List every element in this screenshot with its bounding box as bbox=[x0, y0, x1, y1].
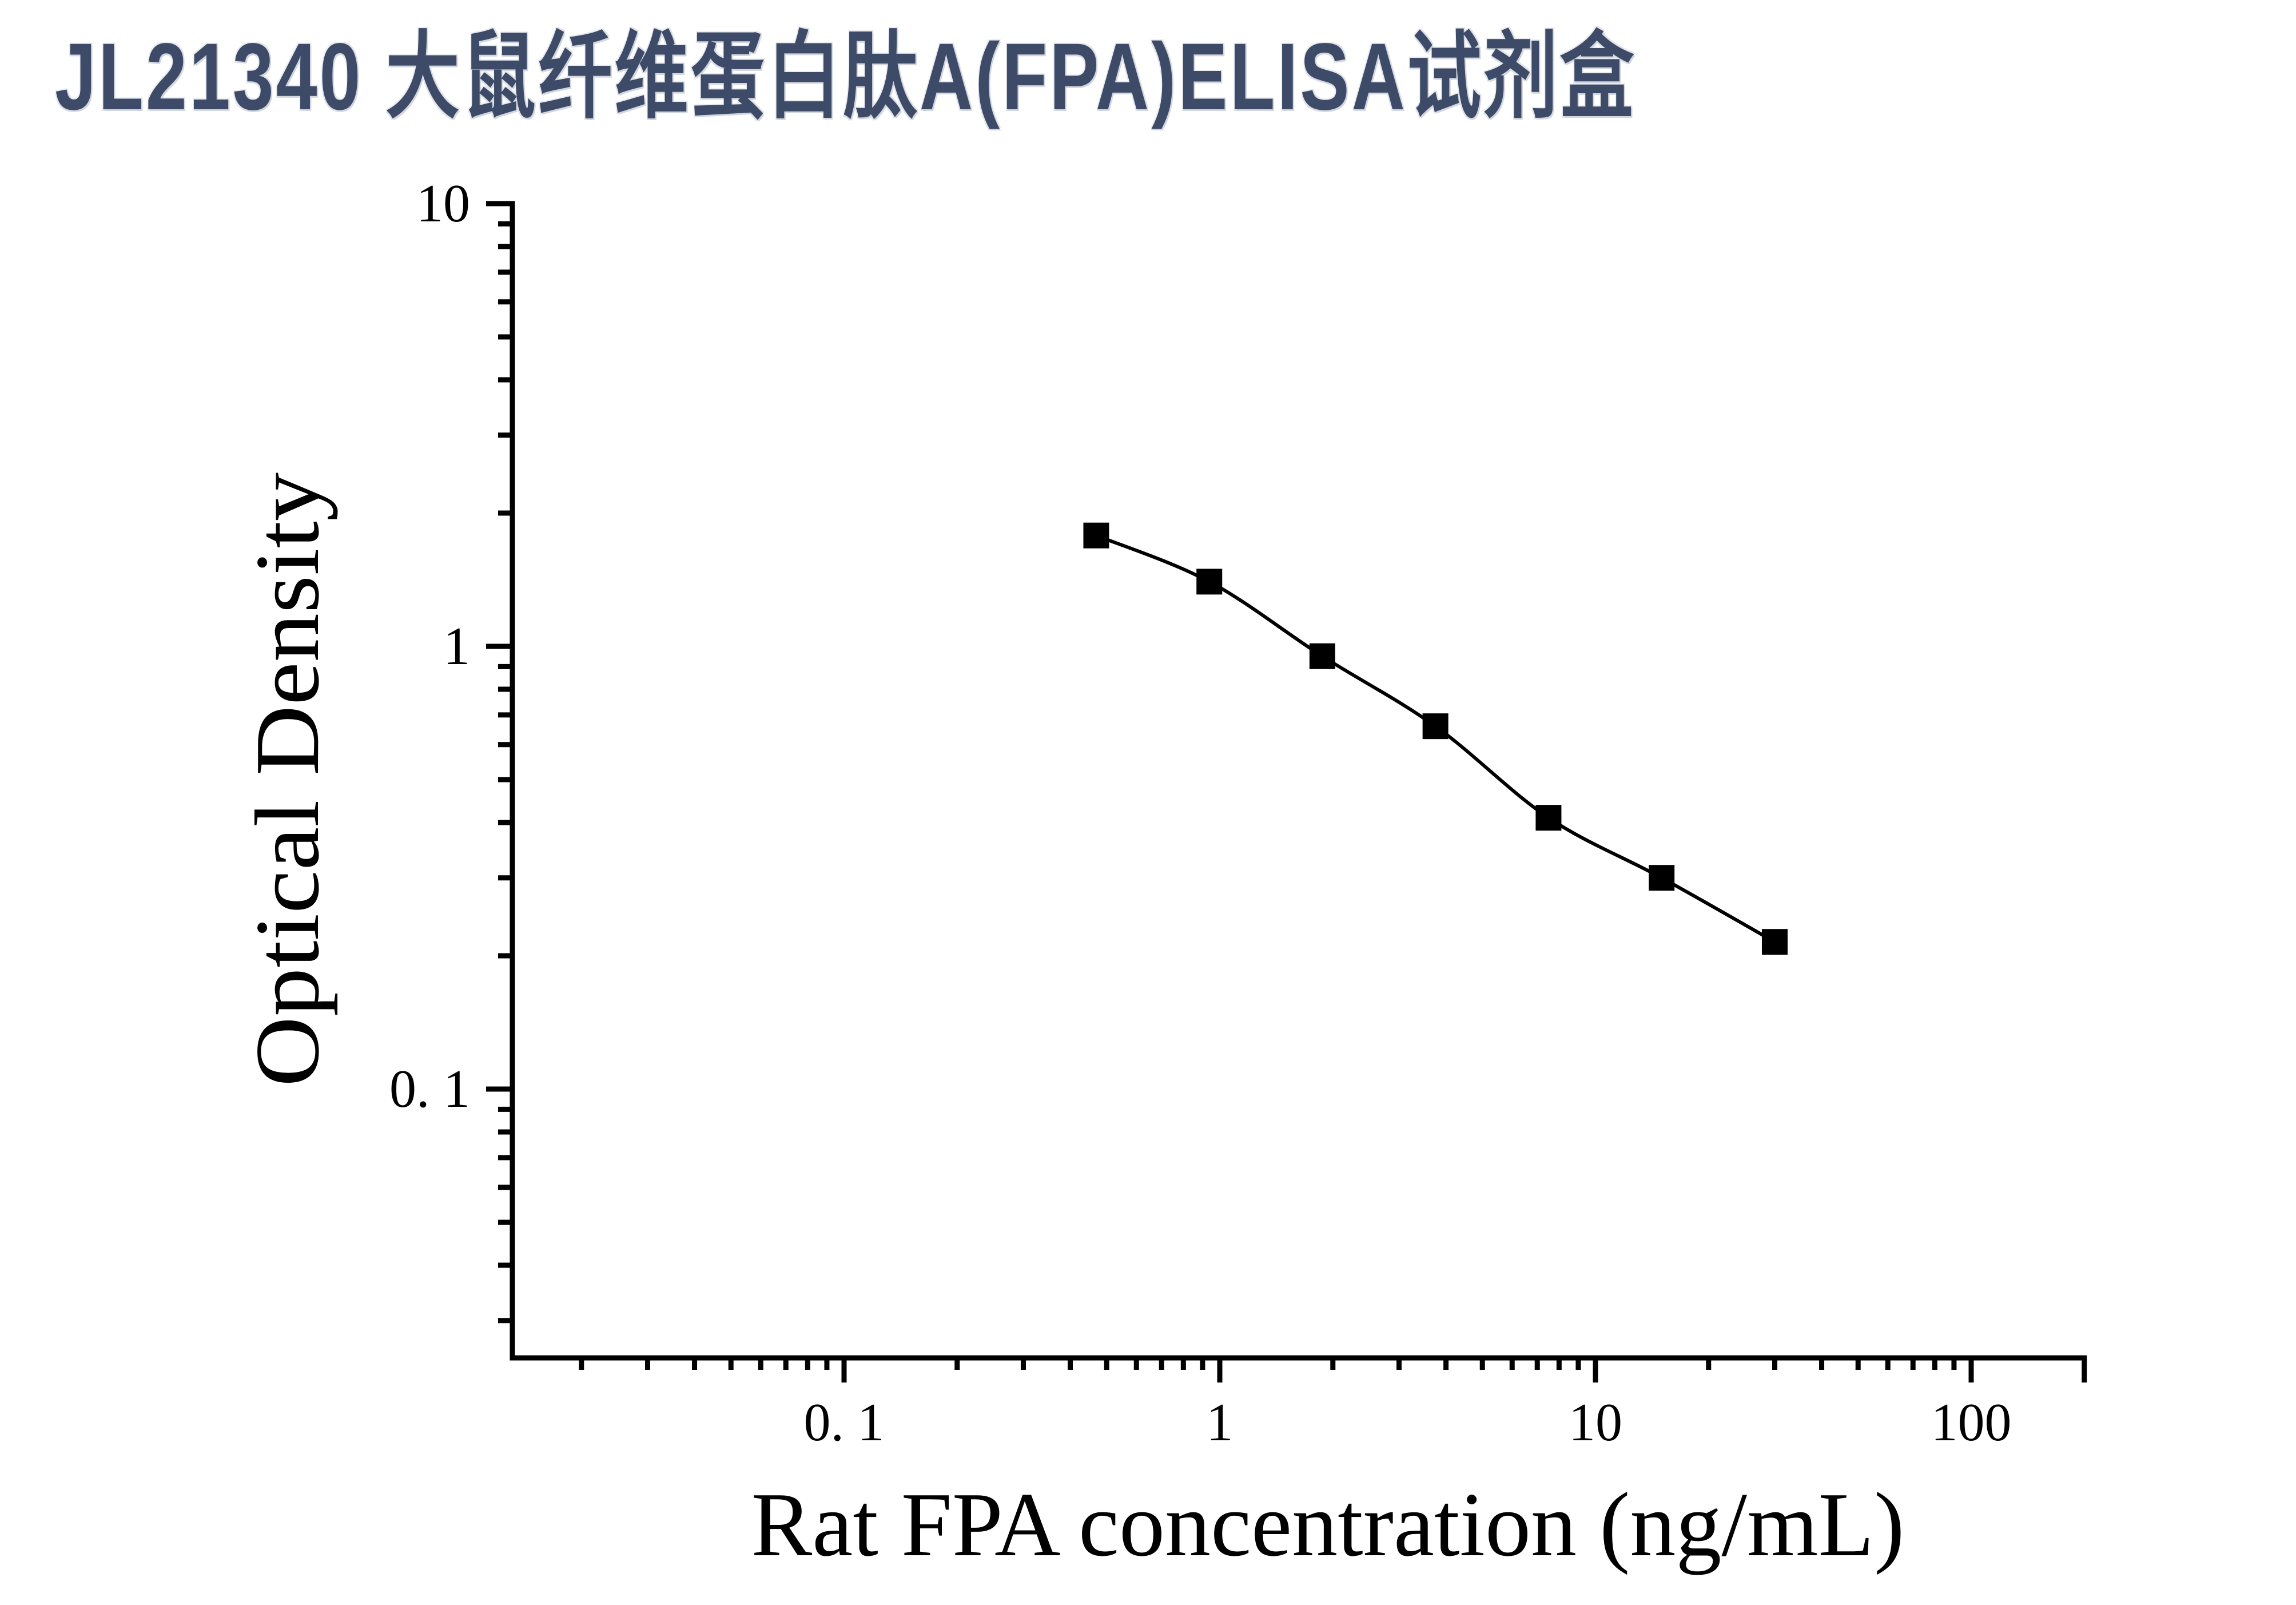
y-tick-label: 10 bbox=[416, 174, 470, 233]
data-point-marker bbox=[1761, 929, 1788, 955]
x-tick-label: 10 bbox=[1569, 1393, 1622, 1452]
x-tick-label: 100 bbox=[1931, 1393, 2012, 1452]
page-title: JL21340 大鼠纤维蛋白肽A(FPA)ELISA试剂盒 bbox=[55, 24, 1636, 130]
y-tick-label: 1 bbox=[443, 617, 470, 676]
x-tick-label: 0. 1 bbox=[804, 1393, 885, 1452]
x-tick-label: 1 bbox=[1207, 1393, 1233, 1452]
data-point-marker bbox=[1196, 569, 1223, 595]
y-axis-title: Optical Density bbox=[236, 472, 338, 1087]
y-tick-label: 0. 1 bbox=[389, 1059, 470, 1119]
data-point-marker bbox=[1422, 713, 1449, 740]
data-point-marker bbox=[1535, 805, 1562, 831]
x-axis-title: Rat FPA concentration (ng/mL) bbox=[751, 1473, 1905, 1575]
data-point-marker bbox=[1083, 522, 1109, 549]
data-point-marker bbox=[1649, 865, 1675, 891]
data-point-marker bbox=[1309, 643, 1335, 669]
